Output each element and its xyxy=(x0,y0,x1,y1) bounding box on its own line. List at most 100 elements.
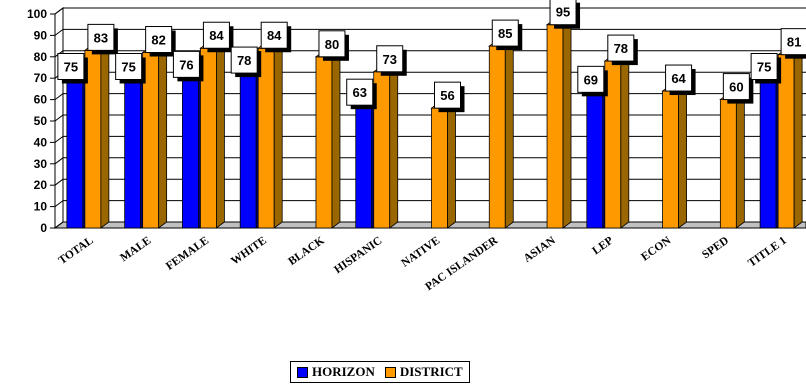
y-tick-label: 100 xyxy=(27,7,47,21)
bar-horizon-5-front xyxy=(355,92,373,229)
data-label-district-0-text: 83 xyxy=(94,30,108,45)
data-label-district-2-text: 84 xyxy=(209,28,224,43)
data-label-district-3: 84 xyxy=(260,21,292,53)
data-label-district-12-text: 81 xyxy=(787,35,801,50)
bar-district-6-front xyxy=(431,107,448,229)
data-label-horizon-2-box xyxy=(172,50,200,78)
x-tick-label: BLACK xyxy=(286,235,326,268)
data-label-district-11-box xyxy=(722,73,750,101)
bar-district-11-side xyxy=(735,92,745,229)
bar-district-9-side xyxy=(620,54,630,229)
x-tick-label: FEMALE xyxy=(164,234,211,272)
data-label-district-8-text: 95 xyxy=(556,5,570,20)
y-tick-label: 40 xyxy=(34,135,48,149)
data-label-district-6: 56 xyxy=(434,81,465,113)
bar-district-6 xyxy=(430,101,457,229)
gridline-depth xyxy=(54,7,64,15)
legend-item-district: DISTRICT xyxy=(384,364,463,380)
bar-district-5 xyxy=(372,64,399,229)
x-tick-label: TOTAL xyxy=(57,234,96,267)
y-tick-label: 70 xyxy=(34,71,48,85)
data-label-horizon-9-text: 69 xyxy=(584,72,598,87)
data-label-district-6-box xyxy=(434,81,461,109)
bar-horizon-1-front xyxy=(124,67,142,229)
legend: HORIZON DISTRICT xyxy=(290,361,470,383)
bar-district-10 xyxy=(661,84,688,229)
data-label-horizon-2-text: 76 xyxy=(179,57,193,72)
data-label-district-12-box xyxy=(780,28,806,56)
bar-district-4-side xyxy=(331,49,341,229)
data-label-horizon-5-box xyxy=(346,78,374,106)
data-label-horizon-3: 78 xyxy=(230,46,262,78)
data-label-district-9-box xyxy=(607,34,635,62)
data-label-district-7-text: 85 xyxy=(498,26,512,41)
floor xyxy=(53,221,806,229)
data-label-district-7-box xyxy=(491,19,519,47)
data-label-horizon-0: 75 xyxy=(57,53,88,84)
bar-district-4 xyxy=(314,49,342,229)
data-label-district-1: 82 xyxy=(145,26,176,57)
data-label-horizon-3-text: 78 xyxy=(237,53,251,68)
x-tick-label: TITLE 1 xyxy=(746,234,789,269)
bar-district-3 xyxy=(256,41,284,229)
data-label-district-6-text: 56 xyxy=(440,88,454,103)
gridline-depth xyxy=(54,178,64,186)
data-label-horizon-1-text: 75 xyxy=(121,60,135,75)
bar-district-8-front xyxy=(546,24,564,229)
x-tick-label: HISPANIC xyxy=(332,235,384,277)
bar-district-7-front xyxy=(488,45,506,229)
y-axis: 0 10 20 30 40 50 60 70 80 90 100 xyxy=(27,7,56,235)
x-tick-label: WHITE xyxy=(229,234,269,267)
bar-district-1 xyxy=(141,45,168,229)
bar-horizon-12-front xyxy=(759,67,777,229)
bars xyxy=(65,17,804,229)
bar-district-1-side xyxy=(158,45,168,229)
bar-district-2 xyxy=(199,41,226,229)
y-tick-label: 30 xyxy=(34,157,48,171)
data-label-district-0: 83 xyxy=(87,23,118,55)
bar-district-11-front xyxy=(719,99,737,229)
legend-swatch-horizon xyxy=(297,366,308,378)
bar-district-3-side xyxy=(273,41,283,229)
data-label-district-3-box xyxy=(260,21,288,49)
gridline-depth xyxy=(54,28,64,36)
y-tick-label: 10 xyxy=(34,200,48,214)
bar-district-11 xyxy=(719,92,746,229)
y-tick-label: 0 xyxy=(40,221,47,235)
legend-label-horizon: HORIZON xyxy=(312,364,375,379)
data-label-horizon-5: 63 xyxy=(346,78,377,110)
gridline-depth xyxy=(54,114,64,122)
y-tick-label: 60 xyxy=(34,93,48,107)
data-label-district-11-text: 60 xyxy=(729,80,743,95)
data-label-horizon-1-box xyxy=(115,53,143,80)
x-tick-label: MALE xyxy=(118,234,153,264)
gridline-depth xyxy=(54,221,64,229)
data-label-district-5-box xyxy=(376,45,404,73)
data-label-district-7: 85 xyxy=(491,19,523,51)
data-label-district-3-text: 84 xyxy=(267,28,282,43)
bar-district-0-side xyxy=(100,43,110,229)
data-label-horizon-12-text: 75 xyxy=(757,60,771,75)
x-tick-label: LEP xyxy=(590,235,615,258)
data-label-district-10: 64 xyxy=(665,64,696,96)
data-label-district-2-box xyxy=(202,21,230,49)
data-label-district-4-box xyxy=(318,30,346,58)
bar-district-8-side xyxy=(562,17,572,229)
data-label-district-1-text: 82 xyxy=(151,33,165,48)
bar-district-7 xyxy=(488,39,515,229)
data-label-district-10-box xyxy=(665,64,693,92)
bar-horizon-9-front xyxy=(586,79,604,229)
data-label-district-12: 81 xyxy=(780,28,806,59)
data-label-district-1-box xyxy=(145,26,173,54)
gridline-depth xyxy=(54,157,64,165)
data-label-district-8-box xyxy=(549,0,577,26)
data-label-horizon-9: 69 xyxy=(577,65,608,97)
legend-swatch-district xyxy=(384,366,396,378)
data-label-horizon-0-text: 75 xyxy=(64,60,78,75)
y-tick-label: 80 xyxy=(34,50,48,64)
x-tick-label: SPED xyxy=(700,235,731,262)
bar-district-7-side xyxy=(504,39,514,229)
data-labels: 75 83 75 82 76 84 78 84 80 63 73 56 85 95 69 78 64 60 75 81 xyxy=(57,0,806,113)
bar-district-10-front xyxy=(662,90,679,229)
